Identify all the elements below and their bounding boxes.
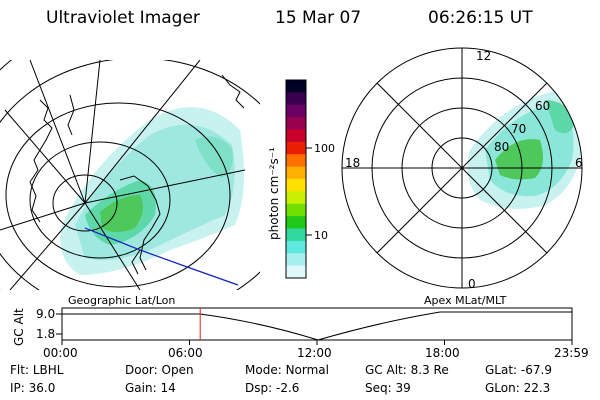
mlat-label-80: 80	[494, 140, 509, 154]
colorbar-segment	[286, 117, 306, 131]
colorbar-segment	[286, 154, 306, 168]
mlt-label-12: 12	[476, 49, 491, 63]
colorbar-tick-100: 100	[314, 142, 335, 155]
colorbar-segment	[286, 191, 306, 205]
terminator-line	[84, 227, 239, 286]
colorbar-unit-label: photon cm⁻²s⁻¹	[267, 147, 281, 240]
altitude-curve	[62, 311, 572, 341]
colorbar-segment	[286, 80, 306, 93]
mlt-meridians	[342, 48, 582, 288]
mlat-label-70: 70	[511, 122, 526, 136]
colorbar-tick-10: 10	[314, 229, 328, 242]
colorbar-segment	[286, 92, 306, 106]
info-glat: GLat: -67.9	[485, 363, 552, 377]
colorbar-segment	[286, 104, 306, 118]
colorbar-segment	[286, 179, 306, 192]
info-gc-alt: GC Alt: 8.3 Re	[365, 363, 449, 377]
info-dsp: Dsp: -2.6	[245, 381, 300, 395]
timeline-frame	[61, 307, 573, 341]
date-label: 15 Mar 07	[275, 8, 362, 28]
colorbar-segment	[286, 240, 306, 254]
geographic-map	[0, 60, 260, 290]
xtick-1800: 18:00	[425, 346, 460, 360]
info-flt: Flt: LBHL	[10, 363, 64, 377]
ytick-1-8: 1.8	[36, 327, 55, 341]
mlat-label-60: 60	[535, 99, 550, 113]
info-mode: Mode: Normal	[245, 363, 329, 377]
color-bar	[285, 79, 307, 279]
aurora-glow-left	[60, 107, 244, 275]
ytick-9: 9.0	[36, 307, 55, 321]
xtick-1200: 12:00	[297, 346, 332, 360]
right-map-caption: Apex MLat/MLT	[424, 294, 507, 307]
coastlines	[29, 74, 245, 275]
colorbar-segment	[286, 216, 306, 230]
info-seq: Seq: 39	[365, 381, 411, 395]
meridians	[0, 60, 246, 290]
colorbar-frame	[285, 79, 307, 279]
colorbar-segment	[286, 253, 306, 267]
info-ip: IP: 36.0	[10, 381, 56, 395]
colorbar-segment	[286, 228, 306, 242]
app-title: Ultraviolet Imager	[46, 8, 200, 28]
mlt-label-18: 18	[345, 156, 360, 170]
colorbar-segment	[286, 203, 306, 217]
aurora-glow-right	[467, 90, 582, 209]
colorbar-segment	[286, 166, 306, 180]
left-map-caption: Geographic Lat/Lon	[68, 294, 175, 307]
xtick-0600: 06:00	[168, 346, 203, 360]
colorbar-segment	[286, 141, 306, 155]
info-glon: GLon: 22.3	[485, 381, 551, 395]
polar-map: 12 18 6 0 60 70 80	[341, 47, 583, 291]
info-door: Door: Open	[125, 363, 194, 377]
info-gain: Gain: 14	[125, 381, 176, 395]
xtick-0000: 00:00	[43, 346, 78, 360]
mlt-label-0: 0	[468, 277, 476, 291]
mlt-label-6: 6	[575, 156, 583, 170]
time-label: 06:26:15 UT	[428, 8, 533, 28]
xtick-2359: 23:59	[554, 346, 589, 360]
latitude-rings	[0, 60, 260, 290]
colorbar-segment	[286, 265, 306, 279]
color-bar-ticks: 100 10	[306, 142, 335, 242]
colorbar-segment	[286, 129, 306, 143]
altitude-timeline	[56, 307, 573, 345]
timeline-axis-title: GC Alt	[12, 308, 26, 346]
